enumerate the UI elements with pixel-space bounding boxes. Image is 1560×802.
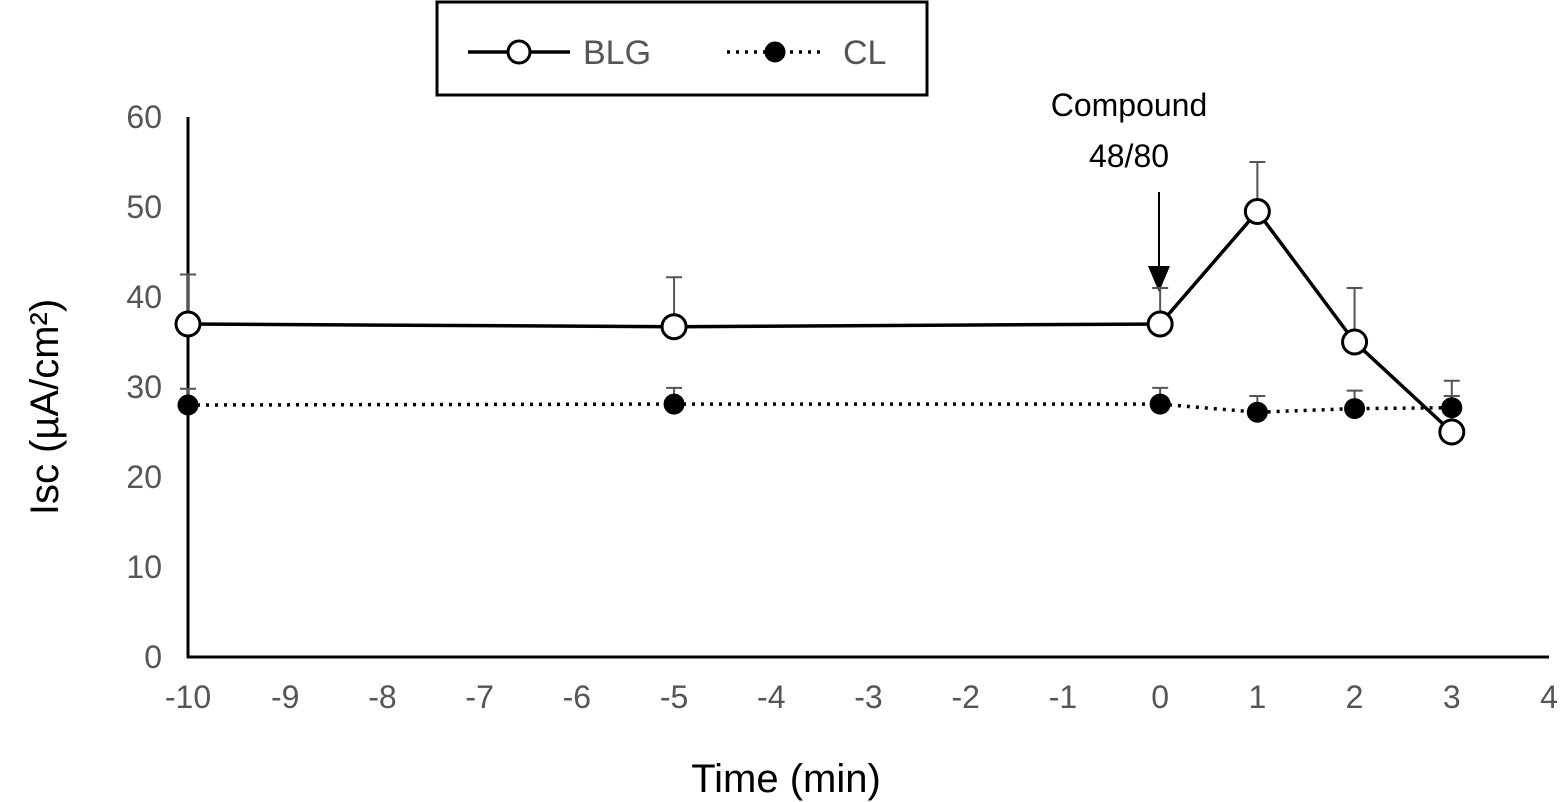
x-tick-label: -6 (563, 679, 591, 715)
cl-point (663, 393, 685, 415)
legend-cl-label: CL (843, 34, 886, 72)
y-tick-label: 0 (144, 639, 162, 675)
annotation-arrow-head (1148, 266, 1170, 292)
x-tick-label: -3 (854, 679, 882, 715)
annotation-line1: Compound (1051, 87, 1208, 123)
x-tick-label: -5 (660, 679, 688, 715)
cl-point (1246, 401, 1268, 423)
cl-point (1344, 398, 1366, 420)
legend-blg-label: BLG (583, 34, 651, 72)
blg-point (1438, 418, 1466, 446)
x-axis-title: Time (min) (691, 757, 881, 801)
blg-point (1243, 198, 1271, 225)
axes (186, 117, 1549, 659)
y-tick-label: 10 (126, 549, 162, 585)
x-tick-label: 2 (1346, 679, 1364, 715)
y-tick-label: 20 (126, 459, 162, 495)
legend: BLG CL (435, 0, 929, 97)
x-tick-label: -10 (165, 679, 211, 715)
y-tick-label: 50 (126, 189, 162, 225)
x-tick-label: 4 (1540, 679, 1558, 715)
blg-series-line (187, 208, 1453, 434)
y-tick-label: 30 (126, 369, 162, 405)
x-tick-label: 0 (1151, 679, 1169, 715)
x-tick-label: -4 (757, 679, 785, 715)
y-tick-label: 60 (126, 99, 162, 135)
cl-point (1441, 397, 1463, 419)
x-tick-label: -7 (465, 679, 493, 715)
x-tick-label: -9 (271, 679, 299, 715)
legend-cl-marker (764, 41, 786, 63)
annotation-line2: 48/80 (1089, 138, 1169, 174)
cl-series-line (187, 402, 1452, 414)
x-tick-label: -1 (1049, 679, 1077, 715)
cl-point (177, 394, 199, 416)
x-tick-labels: -10 -9 -8 -7 -6 -5 -4 -3 -2 -1 0 1 2 3 4 (165, 679, 1558, 715)
blg-point (660, 313, 688, 341)
legend-blg-marker (506, 39, 532, 65)
y-tick-label: 40 (126, 279, 162, 315)
cl-point (1149, 393, 1171, 415)
blg-point (1341, 328, 1369, 356)
blg-point (1146, 310, 1174, 338)
annotation-compound: Compound 48/80 (1051, 87, 1208, 292)
y-axis-title: Isc (µA/cm²) (23, 299, 67, 515)
blg-point (174, 310, 202, 338)
x-tick-label: 3 (1443, 679, 1461, 715)
x-tick-label: -8 (368, 679, 396, 715)
x-tick-label: -2 (951, 679, 979, 715)
series-layer (174, 161, 1466, 446)
y-tick-labels: 0 10 20 30 40 50 60 (126, 99, 162, 675)
x-tick-label: 1 (1248, 679, 1266, 715)
